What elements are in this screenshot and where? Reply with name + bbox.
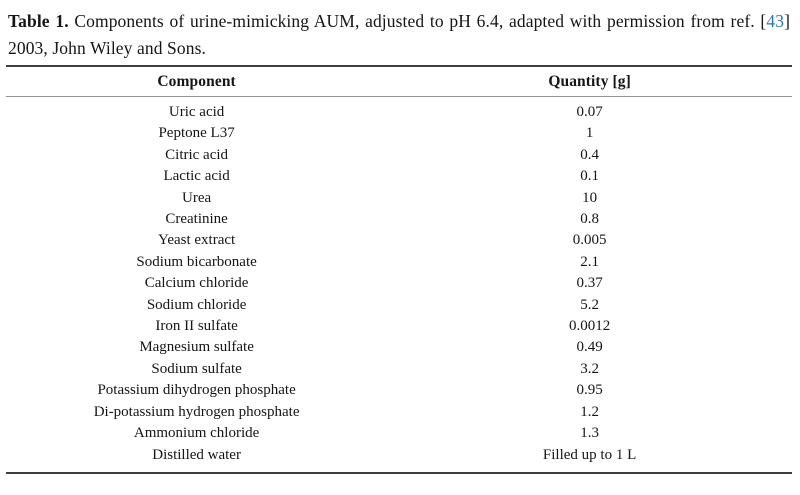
table-row: Yeast extract 0.005 xyxy=(6,230,792,251)
table-row: Ammonium chloride 1.3 xyxy=(6,423,792,444)
quantity-cell: 0.07 xyxy=(576,104,603,120)
component-cell: Sodium chloride xyxy=(146,296,247,313)
quantity-cell: 1.3 xyxy=(580,425,599,442)
component-cell: Uric acid xyxy=(168,104,225,120)
table-row: Magnesium sulfate 0.49 xyxy=(6,337,792,358)
table-caption: Table 1. Components of urine-mimicking A… xyxy=(8,8,790,61)
quantity-cell: Filled up to 1 L xyxy=(542,446,637,463)
component-cell: Peptone L37 xyxy=(158,125,235,142)
table-row: Sodium chloride 5.2 xyxy=(6,295,792,316)
caption-text-start: Components of urine-mimicking AUM, adjus… xyxy=(68,11,767,31)
quantity-cell: 10 xyxy=(582,189,598,206)
table-row: Distilled water Filled up to 1 L xyxy=(6,445,792,473)
component-cell: Citric acid xyxy=(165,146,229,163)
component-cell: Sodium bicarbonate xyxy=(136,253,257,270)
table-row: Peptone L37 1 xyxy=(6,123,792,144)
quantity-cell: 1.2 xyxy=(580,403,599,420)
component-cell: Di-potassium hydrogen phosphate xyxy=(93,403,300,420)
quantity-cell: 0.1 xyxy=(580,168,599,185)
column-header-component: Component xyxy=(6,66,388,97)
components-table: Component Quantity [g] Uric acid 0.07 Pept… xyxy=(6,65,792,474)
component-cell: Sodium sulfate xyxy=(151,360,242,377)
quantity-cell: 0.95 xyxy=(576,382,603,399)
table-row: Di-potassium hydrogen phosphate 1.2 xyxy=(6,402,792,423)
component-cell: Calcium chloride xyxy=(144,275,249,292)
component-cell: Potassium dihydrogen phosphate xyxy=(97,382,296,399)
table-row: Potassium dihydrogen phosphate 0.95 xyxy=(6,380,792,401)
table-row: Citric acid 0.4 xyxy=(6,145,792,166)
table-row: Urea 10 xyxy=(6,188,792,209)
caption-label: Table 1. xyxy=(8,11,69,31)
component-cell: Distilled water xyxy=(152,446,241,463)
table-body: Uric acid 0.07 Peptone L37 1 Citric acid 0.4 L… xyxy=(6,97,792,473)
header-row: Component Quantity [g] xyxy=(6,66,792,97)
table-row: Sodium sulfate 3.2 xyxy=(6,359,792,380)
column-header-quantity: Quantity [g] xyxy=(387,66,792,97)
table-row: Uric acid 0.07 xyxy=(6,97,792,124)
table-row: Iron II sulfate 0.0012 xyxy=(6,316,792,337)
quantity-cell: 0.005 xyxy=(572,232,607,249)
quantity-cell: 0.4 xyxy=(580,146,599,163)
quantity-cell: 1 xyxy=(585,125,594,142)
table-row: Calcium chloride 0.37 xyxy=(6,273,792,294)
component-cell: Lactic acid xyxy=(163,168,230,185)
component-cell: Ammonium chloride xyxy=(133,425,260,442)
component-cell: Creatinine xyxy=(165,211,228,228)
table-row: Sodium bicarbonate 2.1 xyxy=(6,252,792,273)
component-cell: Urea xyxy=(182,189,212,206)
component-cell: Yeast extract xyxy=(157,232,236,249)
quantity-cell: 0.0012 xyxy=(568,318,611,335)
quantity-cell: 3.2 xyxy=(580,360,599,377)
table-header: Component Quantity [g] xyxy=(6,66,792,97)
quantity-cell: 2.1 xyxy=(580,253,599,270)
quantity-cell: 0.8 xyxy=(580,211,599,228)
caption-text-end: ] 2003, John Wiley and Sons. xyxy=(8,11,790,58)
component-cell: Magnesium sulfate xyxy=(139,339,254,356)
quantity-cell: 0.37 xyxy=(576,275,603,292)
quantity-cell: 5.2 xyxy=(580,296,599,313)
table-row: Creatinine 0.8 xyxy=(6,209,792,230)
table-row: Lactic acid 0.1 xyxy=(6,166,792,187)
reference-link[interactable]: 43 xyxy=(766,11,785,31)
quantity-cell: 0.49 xyxy=(576,339,603,356)
component-cell: Iron II sulfate xyxy=(155,318,238,335)
